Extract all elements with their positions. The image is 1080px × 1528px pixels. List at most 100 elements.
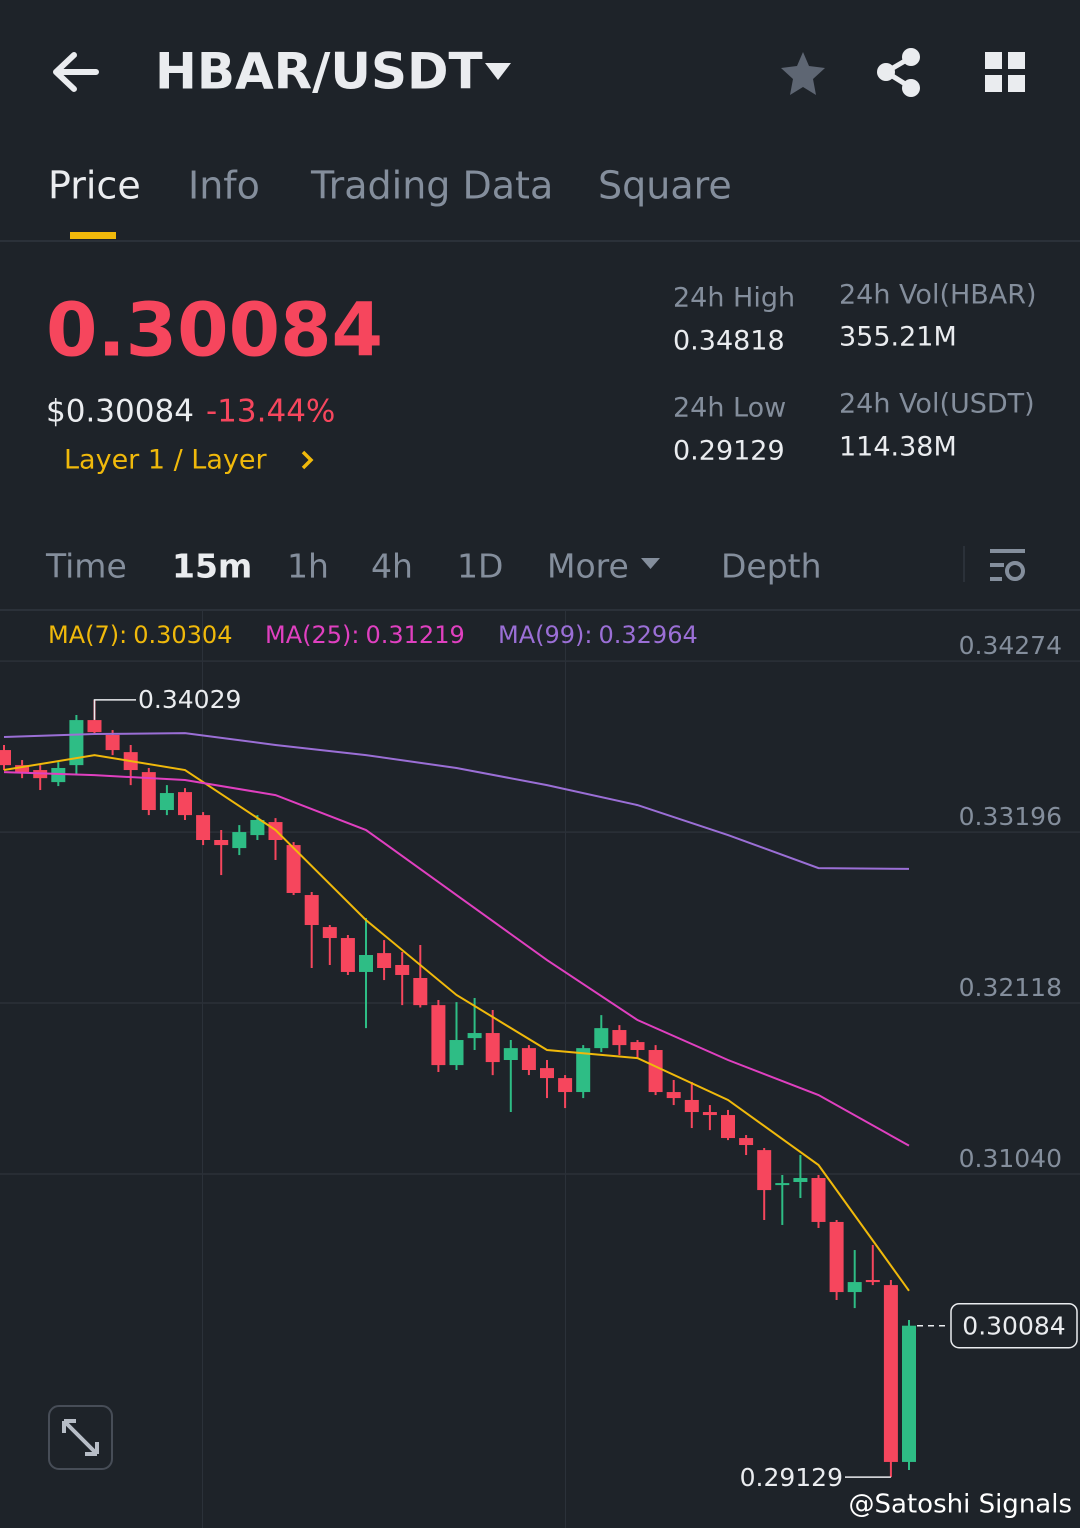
candle-body [51,767,66,783]
ma-legend: MA(7): 0.30304 [48,621,232,649]
favorite-star-icon[interactable] [781,52,825,95]
chart-settings-icon[interactable] [990,549,1025,581]
candle-body [232,832,247,849]
interval[interactable]: 4h [371,547,413,586]
candle-body [467,1033,482,1039]
ma-line [3,754,910,1292]
pair-title[interactable]: HBAR/USDT [155,43,483,101]
candle-body [214,839,229,846]
candle-body [793,1178,808,1182]
tab[interactable]: Trading Data [310,164,553,208]
candle-body [503,1048,518,1061]
expand-button[interactable] [48,1405,113,1470]
settings-icon-gear [1005,561,1025,581]
max-annotation-line [93,699,136,720]
tag-chevron[interactable] [301,450,314,470]
ma-legend: MA(99): 0.32964 [498,621,698,649]
ma-line [3,771,910,1147]
candle-body [178,792,192,816]
candle-body [359,954,373,972]
candle-body [576,1048,591,1093]
vertical-grid-line [565,611,566,1528]
last-price: 0.30084 [46,288,383,374]
candle-body [829,1221,844,1293]
candle-body [666,1092,681,1099]
watermark: @Satoshi Signals [849,1490,1072,1520]
ma-legend: MA(25): 0.31219 [265,621,465,649]
grid-icon-cell [1008,75,1025,92]
stat-label: 24h High [673,283,795,314]
ma-legend-value: 0.31219 [365,621,464,649]
candle-body [141,772,156,811]
interval[interactable]: Depth [721,547,822,586]
back-button[interactable] [53,52,99,92]
share-icon-dot [877,63,895,81]
candle-body [105,734,120,751]
active-tab-indicator [70,232,116,239]
candle-body [630,1042,645,1051]
candle-body [449,1040,464,1066]
candle-body [395,964,410,975]
vertical-grid-line [202,611,203,1528]
ma-legend-name: MA(25): [265,621,359,649]
usd-price: $0.30084 [46,394,194,430]
ma-legend-name: MA(7): [48,621,127,649]
pair-dropdown-caret[interactable] [485,63,511,80]
tab[interactable]: Price [48,164,141,208]
candle-body [521,1048,536,1070]
share-icon-dot [902,79,920,97]
tab[interactable]: Square [598,164,732,208]
candle-body [322,927,337,939]
candle-body [721,1115,735,1139]
stat-value: 114.38M [839,432,957,463]
candle-body [558,1078,573,1093]
settings-icon-lines [990,549,1025,581]
interval[interactable]: 1h [287,547,329,586]
candle-body [286,845,301,893]
candle-body [196,815,211,840]
interval[interactable]: More [547,547,629,586]
stat-value: 0.29129 [673,436,785,467]
candle-body [684,1099,699,1113]
interval[interactable]: 15m [172,547,252,586]
candle-body [69,720,84,766]
grid-icon-cell [985,52,1002,69]
y-tick-label: 0.32118 [959,973,1062,1002]
last-price-label: 0.30084 [962,1312,1065,1341]
expand-icon [62,1419,99,1456]
candle-body [865,1280,880,1283]
candle-body [775,1183,790,1186]
share-icon[interactable] [877,48,920,97]
interval[interactable]: Time [45,547,127,586]
more-caret[interactable] [641,558,660,569]
candle-body [612,1030,627,1046]
back-arrow-icon [53,52,99,92]
last-price-box [950,1302,1078,1349]
interval[interactable]: 1D [457,547,503,586]
candle-body [304,895,319,926]
candle-body [811,1178,826,1222]
grid-menu-icon[interactable] [985,52,1025,92]
candle-body [540,1068,554,1079]
grid-icon-cell [1008,52,1025,69]
ma-line [3,732,910,870]
candle-body [739,1138,754,1146]
candle-body [883,1285,898,1462]
divider [0,609,1080,611]
price-change: -13.44% [206,394,335,430]
tab[interactable]: Info [188,164,260,208]
ma-legend-value: 0.32964 [598,621,697,649]
expand-button-frame [48,1405,113,1470]
candle-body [250,820,265,836]
category-tag[interactable]: Layer 1 / Layer [64,445,267,476]
candle-body [377,953,392,969]
candle-body [702,1112,717,1116]
candle-body [159,793,174,811]
stat-label: 24h Low [673,393,786,424]
candle-body [594,1028,609,1049]
stat-label: 24h Vol(USDT) [839,389,1035,420]
stat-value: 355.21M [839,322,957,353]
min-annotation: 0.29129 [740,1463,843,1492]
